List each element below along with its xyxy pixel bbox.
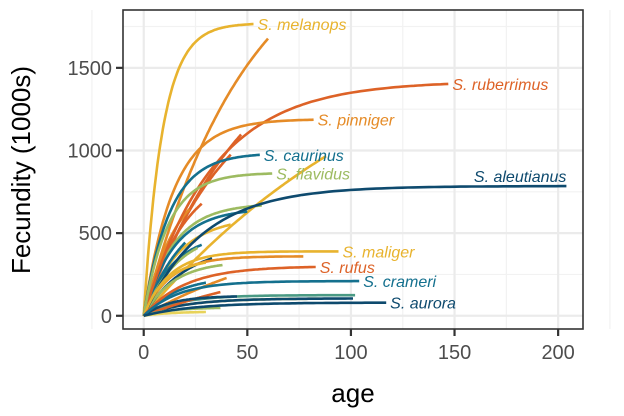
- x-tick-label: 0: [138, 342, 149, 364]
- x-axis-title: age: [331, 378, 374, 408]
- series-line-flavidus: [142, 172, 273, 317]
- series-label-flavidus: S. flavidus: [276, 167, 350, 184]
- axes: 0 50 100 150 200 0 500 1000 1500: [68, 58, 575, 364]
- series-lines: [142, 22, 567, 318]
- series-label-caurinus: S. caurinus: [264, 148, 344, 165]
- series-label-aurora: S. aurora: [390, 296, 456, 313]
- series-label-pinniger: S. pinniger: [318, 113, 395, 130]
- series-line-crameri: [142, 279, 360, 317]
- series-line-maliger: [142, 250, 339, 317]
- series-line-aurora: [143, 301, 387, 318]
- series-label-melanops: S. melanops: [258, 17, 347, 34]
- y-tick-label: 0: [101, 306, 112, 328]
- y-axis-title: Fecundity (1000s): [6, 66, 36, 274]
- series-label-maliger: S. maliger: [342, 244, 415, 261]
- series-labels: S. melanops S. ruberrimus S. pinniger S. ca…: [258, 17, 567, 313]
- series-line-unlabeled-22: [142, 295, 237, 317]
- series-line-aleutianus: [142, 184, 567, 317]
- x-tick-label: 100: [334, 342, 367, 364]
- x-tick-label: 50: [236, 342, 258, 364]
- series-label-ruberrimus: S. ruberrimus: [452, 77, 548, 94]
- y-tick-label: 500: [79, 223, 112, 245]
- series-line-unlabeled-19: [143, 290, 221, 318]
- series-line-melanops: [142, 22, 254, 316]
- series-line-unlabeled-12: [142, 263, 223, 317]
- x-tick-label: 150: [438, 342, 471, 364]
- series-label-crameri: S. crameri: [363, 274, 436, 291]
- series-line-unlabeled-7: [142, 210, 248, 317]
- series-line-unlabeled-0: [142, 37, 269, 317]
- series-line-unlabeled-18: [143, 297, 353, 317]
- series-label-rufus: S. rufus: [320, 260, 375, 277]
- series-line-pinniger: [142, 118, 314, 316]
- panel-border: [122, 9, 584, 330]
- x-tick-label: 200: [541, 342, 574, 364]
- series-line-rufus: [142, 265, 316, 317]
- gridlines: [91, 10, 611, 329]
- y-tick-label: 1500: [68, 58, 113, 80]
- series-label-aleutianus: S. aleutianus: [474, 169, 567, 186]
- y-tick-label: 1000: [68, 140, 113, 162]
- series-line-ruberrimus: [142, 82, 449, 317]
- series-line-caurinus: [142, 153, 260, 317]
